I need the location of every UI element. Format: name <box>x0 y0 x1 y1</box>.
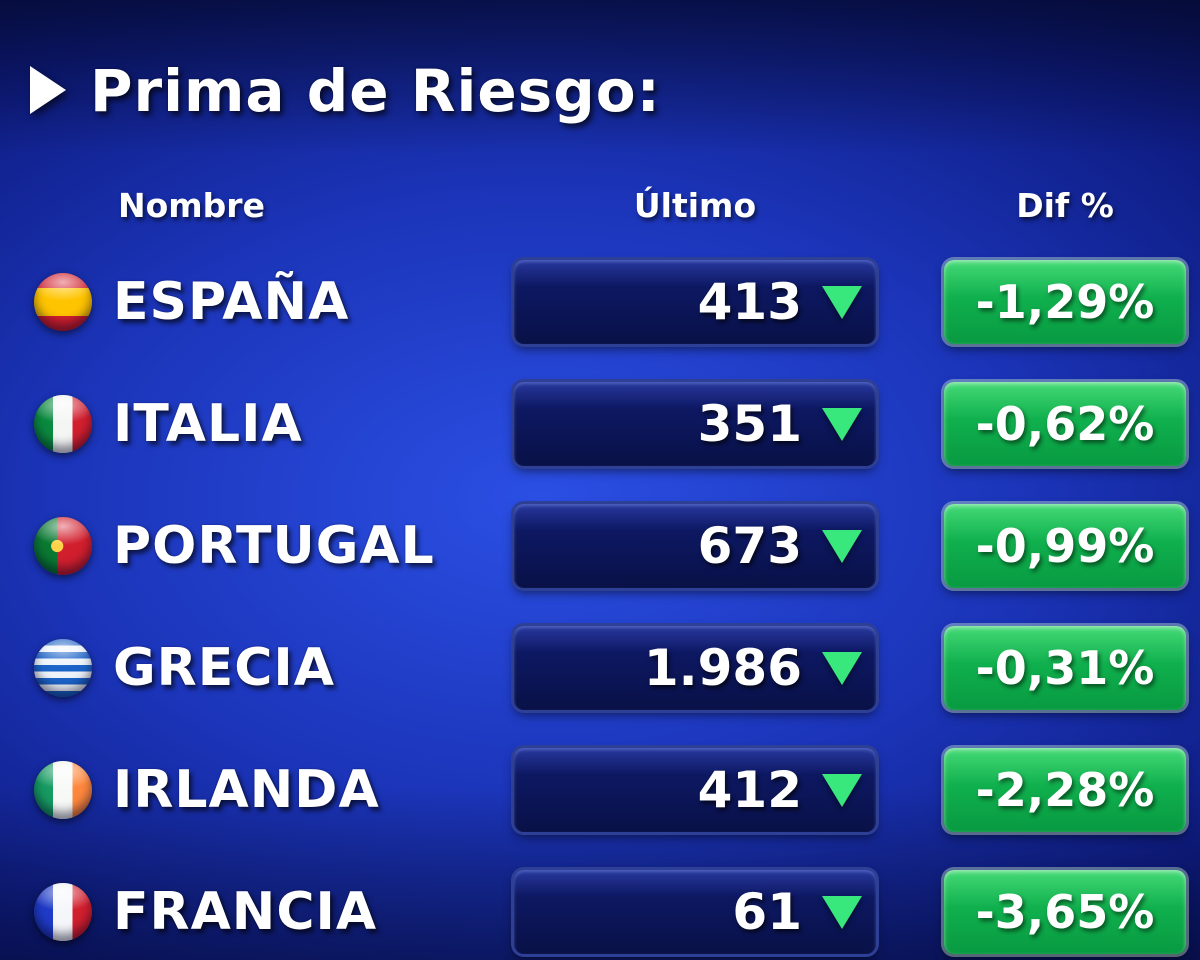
table-row-portugal: PORTUGAL 673 -0,99% <box>0 502 1200 590</box>
portugal-flag-icon <box>34 517 92 575</box>
diff-percent-box: -0,62% <box>944 382 1186 466</box>
down-arrow-icon <box>822 530 862 563</box>
diff-percent-box: -1,29% <box>944 260 1186 344</box>
diff-percent-box: -0,99% <box>944 504 1186 588</box>
down-arrow-icon <box>822 774 862 807</box>
country-name: FRANCIA <box>113 882 378 942</box>
diff-percent-box: -2,28% <box>944 748 1186 832</box>
last-value-box: 413 <box>514 260 876 344</box>
country-name: PORTUGAL <box>113 516 435 576</box>
diff-percent-value: -0,99% <box>975 519 1155 573</box>
table-row-irlanda: IRLANDA 412 -2,28% <box>0 746 1200 834</box>
diff-percent-value: -3,65% <box>975 885 1155 939</box>
last-value-box: 351 <box>514 382 876 466</box>
column-header-ultimo: Último <box>633 186 757 225</box>
diff-percent-value: -0,62% <box>975 397 1155 451</box>
title-row: Prima de Riesgo: <box>0 48 1200 138</box>
table-row-grecia: GRECIA 1.986 -0,31% <box>0 624 1200 712</box>
last-value: 61 <box>732 883 802 941</box>
last-value: 413 <box>697 273 802 331</box>
diff-percent-value: -1,29% <box>975 275 1155 329</box>
spain-flag-icon <box>34 273 92 331</box>
down-arrow-icon <box>822 652 862 685</box>
diff-percent-box: -0,31% <box>944 626 1186 710</box>
last-value-box: 61 <box>514 870 876 954</box>
ireland-flag-icon <box>34 761 92 819</box>
country-name: ESPAÑA <box>113 272 350 332</box>
table-row-francia: FRANCIA 61 -3,65% <box>0 868 1200 956</box>
last-value-box: 673 <box>514 504 876 588</box>
last-value-box: 412 <box>514 748 876 832</box>
last-value: 351 <box>697 395 802 453</box>
down-arrow-icon <box>822 896 862 929</box>
country-name: IRLANDA <box>113 760 380 820</box>
country-name: ITALIA <box>113 394 303 454</box>
italy-flag-icon <box>34 395 92 453</box>
diff-percent-box: -3,65% <box>944 870 1186 954</box>
country-name: GRECIA <box>113 638 335 698</box>
greece-flag-icon <box>34 639 92 697</box>
last-value: 673 <box>697 517 802 575</box>
table-row-italia: ITALIA 351 -0,62% <box>0 380 1200 468</box>
diff-percent-value: -2,28% <box>975 763 1155 817</box>
column-header-dif: Dif % <box>1016 186 1114 225</box>
down-arrow-icon <box>822 286 862 319</box>
table-row-espana: ESPAÑA 413 -1,29% <box>0 258 1200 346</box>
column-header-nombre: Nombre <box>118 186 265 225</box>
last-value: 1.986 <box>643 639 802 697</box>
last-value-box: 1.986 <box>514 626 876 710</box>
page-title: Prima de Riesgo: <box>90 57 661 125</box>
down-arrow-icon <box>822 408 862 441</box>
last-value: 412 <box>697 761 802 819</box>
bullet-triangle-icon <box>30 66 66 114</box>
diff-percent-value: -0,31% <box>975 641 1155 695</box>
france-flag-icon <box>34 883 92 941</box>
